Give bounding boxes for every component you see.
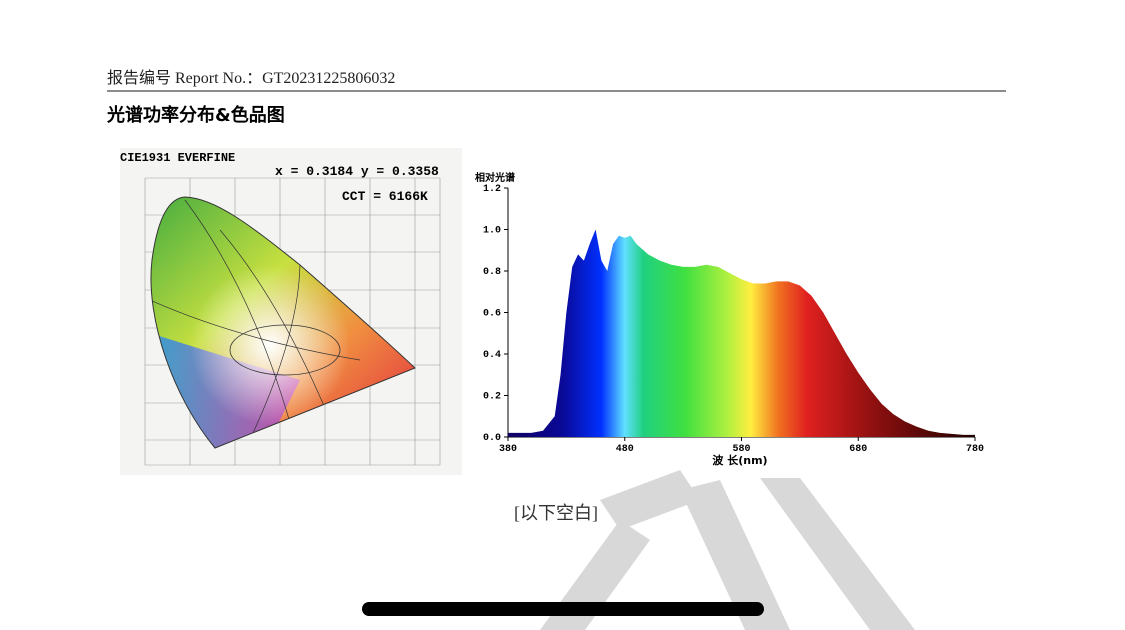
x-tick-label: 680 [849,444,867,455]
cie-cct: CCT = 6166K [342,189,428,204]
x-tick-label: 580 [732,444,750,455]
y-tick-label: 0.6 [483,309,501,320]
y-tick-label: 1.2 [483,184,501,195]
section-title: 光谱功率分布&色品图 [106,104,285,126]
y-tick-label: 0.2 [483,392,501,403]
spectrum-area [508,229,975,437]
y-tick-label: 0.4 [483,350,501,361]
cie-title: CIE1931 EVERFINE [120,151,235,165]
x-tick-label: 380 [499,444,517,455]
x-axis-label: 波 长(nm) [712,453,767,467]
footer-note: [以下空白] [514,503,598,523]
cie-coordinates: x = 0.3184 y = 0.3358 [275,164,439,179]
y-axis-label: 相对光谱 [475,171,515,184]
home-indicator [362,602,764,616]
cie-outline [150,196,416,449]
x-tick-label: 780 [966,444,984,455]
cie-diagram: CIE1931 EVERFINE x = 0.3184 y = 0.3358 C… [120,148,462,475]
spectrum-chart: 相对光谱 波 长(nm) 0.0 0.2 0.4 0.6 0.8 1.0 1.2 380 480… [475,171,984,467]
x-tick-label: 480 [616,444,634,455]
y-tick-label: 0.8 [483,267,501,278]
y-tick-label: 0.0 [483,433,501,444]
report-no: 报告编号 Report No.：GT20231225806032 [107,69,395,87]
y-tick-label: 1.0 [483,226,501,237]
